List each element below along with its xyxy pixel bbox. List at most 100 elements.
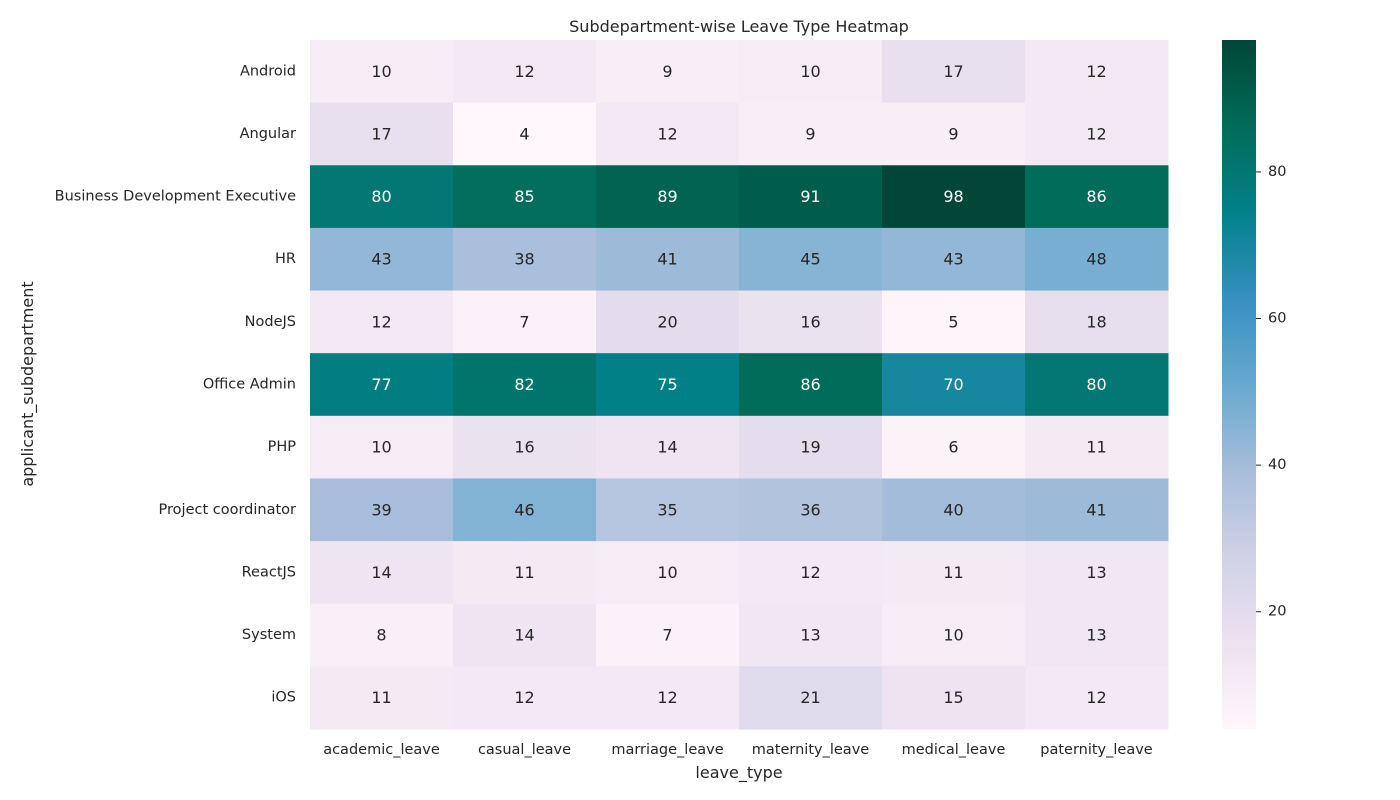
- heatmap-cell: [596, 40, 740, 104]
- heatmap-cell: [882, 478, 1026, 542]
- cell-value-label: 16: [514, 438, 534, 457]
- heatmap-cell: [310, 603, 454, 667]
- cell-value-label: 12: [514, 688, 534, 707]
- column-tick-label: marriage_leave: [611, 742, 723, 758]
- cell-value-label: 12: [1086, 124, 1106, 143]
- colorbar: [1222, 40, 1256, 729]
- row-tick-label: Project coordinator: [159, 502, 297, 518]
- heatmap-cell: [453, 290, 597, 354]
- heatmap-cell: [739, 353, 883, 417]
- cell-value-label: 13: [1086, 626, 1106, 645]
- heatmap-cell: [882, 290, 1026, 354]
- cell-value-label: 75: [657, 375, 677, 394]
- cell-value-label: 10: [371, 438, 391, 457]
- row-tick-label: PHP: [268, 439, 297, 455]
- cell-value-label: 10: [371, 62, 391, 81]
- cell-value-label: 36: [800, 500, 820, 519]
- heatmap-cell: [453, 415, 597, 479]
- heatmap-cell: [1025, 102, 1169, 166]
- heatmap-cell: [596, 415, 740, 479]
- heatmap-cell: [310, 541, 454, 605]
- cell-value-label: 11: [943, 563, 963, 582]
- colorbar-tick-label: 80: [1268, 164, 1286, 180]
- cell-value-label: 6: [948, 438, 958, 457]
- row-tick-label: iOS: [271, 690, 296, 706]
- cell-value-label: 17: [371, 124, 391, 143]
- cell-value-label: 12: [657, 124, 677, 143]
- row-tick-label: Business Development Executive: [55, 189, 296, 205]
- row-tick-label: NodeJS: [245, 314, 296, 330]
- cell-value-label: 80: [371, 187, 391, 206]
- cell-value-label: 70: [943, 375, 963, 394]
- heatmap-cell: [310, 165, 454, 229]
- cell-value-label: 82: [514, 375, 534, 394]
- heatmap-cell: [453, 353, 597, 417]
- cell-value-label: 12: [1086, 688, 1106, 707]
- cell-value-label: 86: [1086, 187, 1106, 206]
- cell-value-label: 14: [371, 563, 391, 582]
- cell-value-label: 10: [800, 62, 820, 81]
- cell-value-label: 5: [948, 312, 958, 331]
- cell-value-label: 12: [800, 563, 820, 582]
- row-tick-label: System: [242, 627, 296, 643]
- cell-value-label: 16: [800, 312, 820, 331]
- cell-value-label: 35: [657, 500, 677, 519]
- heatmap-cell: [1025, 415, 1169, 479]
- heatmap-cell: [596, 353, 740, 417]
- cell-value-label: 11: [514, 563, 534, 582]
- heatmap-cell: [1025, 40, 1169, 104]
- cell-value-label: 38: [514, 250, 534, 269]
- heatmap-cell: [739, 603, 883, 667]
- column-tick-label: academic_leave: [323, 742, 440, 758]
- heatmap-cell: [882, 666, 1026, 730]
- heatmap-cell: [739, 227, 883, 292]
- cell-value-label: 77: [371, 375, 391, 394]
- heatmap-cell: [1025, 478, 1169, 542]
- column-tick-labels: academic_leave casual_leave marriage_leave…: [323, 742, 1153, 758]
- heatmap-cell: [596, 666, 740, 730]
- row-tick-label: Angular: [240, 126, 296, 142]
- heatmap-cell: [882, 165, 1026, 229]
- heatmap-cell: [1025, 290, 1169, 354]
- heatmap-cell: [1025, 353, 1169, 417]
- heatmap-cell: [739, 478, 883, 542]
- heatmap-cell: [453, 40, 597, 104]
- cell-value-label: 85: [514, 187, 534, 206]
- cell-value-label: 9: [948, 124, 958, 143]
- heatmap-cell: [453, 541, 597, 605]
- cell-value-label: 12: [1086, 62, 1106, 81]
- row-tick-labels: Android Angular Business Development Execu…: [55, 63, 297, 705]
- cell-value-label: 21: [800, 688, 820, 707]
- heatmap-cell: [596, 478, 740, 542]
- cell-value-label: 20: [657, 312, 677, 331]
- heatmap-cell: [1025, 541, 1169, 605]
- cell-value-label: 80: [1086, 375, 1106, 394]
- cell-value-label: 12: [514, 62, 534, 81]
- heatmap-cell: [596, 603, 740, 667]
- heatmap-cell: [596, 290, 740, 354]
- column-tick-label: medical_leave: [902, 742, 1006, 758]
- row-tick-label: Office Admin: [203, 377, 296, 393]
- cell-value-label: 15: [943, 688, 963, 707]
- heatmap-cell: [882, 40, 1026, 104]
- heatmap-cell: [596, 227, 740, 292]
- heatmap-cell: [739, 666, 883, 730]
- cell-value-label: 12: [371, 312, 391, 331]
- heatmap-cell: [310, 353, 454, 417]
- cell-value-label: 4: [519, 124, 529, 143]
- cell-value-label: 12: [657, 688, 677, 707]
- heatmap-cell: [1025, 227, 1169, 292]
- y-axis-title: applicant_subdepartment: [18, 281, 38, 486]
- cell-value-label: 98: [943, 187, 963, 206]
- heatmap-cell: [310, 290, 454, 354]
- heatmap-cell: [310, 102, 454, 166]
- cell-value-label: 9: [662, 62, 672, 81]
- heatmap-cell: [310, 666, 454, 730]
- cell-value-label: 89: [657, 187, 677, 206]
- cell-value-label: 14: [514, 626, 534, 645]
- heatmap-cell: [1025, 666, 1169, 730]
- heatmap-cell: [739, 541, 883, 605]
- cell-value-label: 86: [800, 375, 820, 394]
